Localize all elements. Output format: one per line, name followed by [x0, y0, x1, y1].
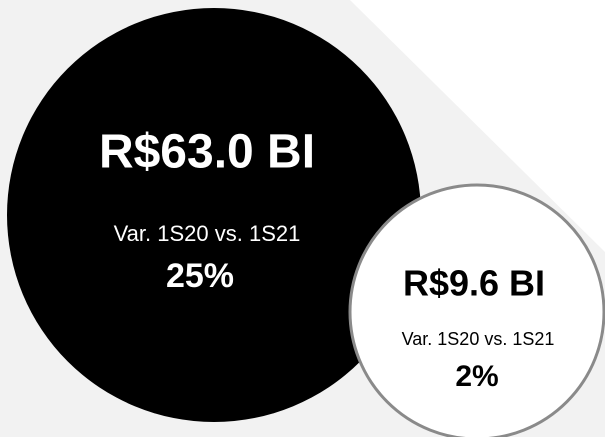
comparison-label: Var. 1S20 vs. 1S21 — [114, 221, 301, 246]
big-circle — [7, 8, 421, 422]
change: 2% — [455, 360, 498, 393]
comparison-label: Var. 1S20 vs. 1S21 — [402, 329, 555, 349]
background-diagonal — [350, 0, 605, 252]
small-circle-group: R$9.6 BI Var. 1S20 vs. 1S21 2% — [348, 183, 605, 437]
big-circle-group: R$63.0 BI Var. 1S20 vs. 1S21 25% — [7, 8, 421, 422]
amount: R$9.6 BI — [403, 263, 545, 304]
small-circle — [348, 183, 605, 437]
change: 25% — [166, 257, 234, 295]
amount: R$63.0 BI — [99, 126, 315, 179]
